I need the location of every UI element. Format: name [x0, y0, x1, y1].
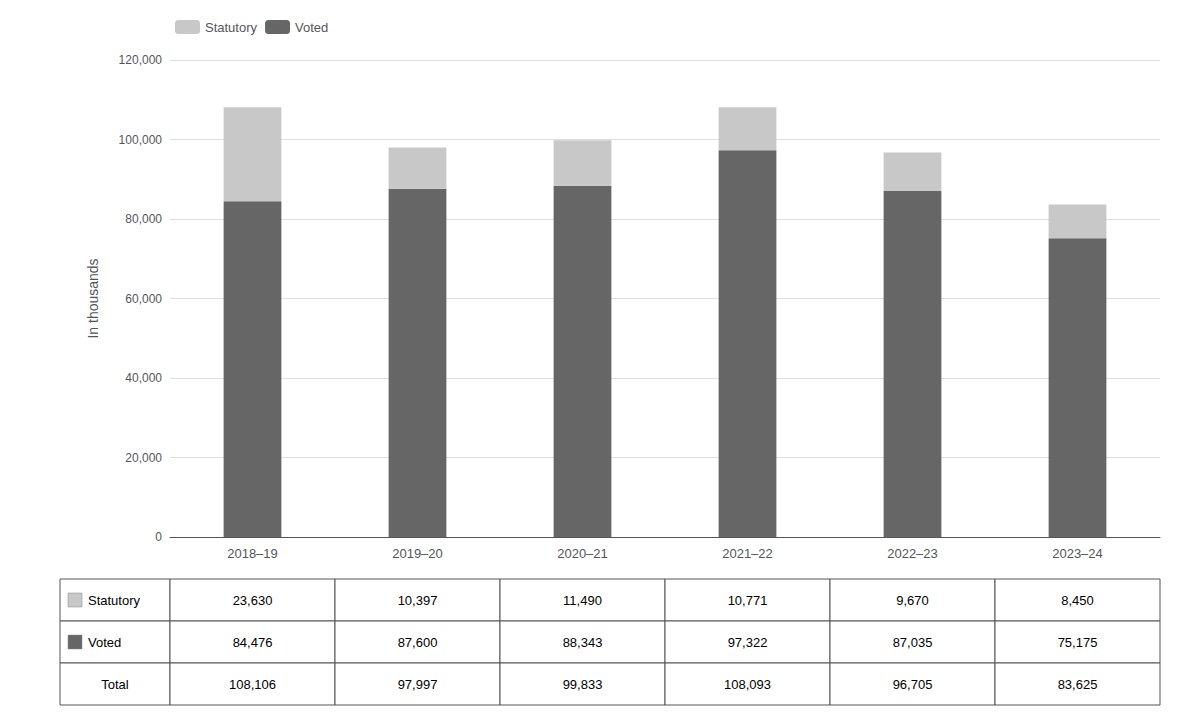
svg-text:87,035: 87,035	[893, 635, 933, 650]
svg-text:20,000: 20,000	[125, 451, 162, 465]
svg-text:Total: Total	[101, 677, 129, 692]
svg-text:2023–24: 2023–24	[1052, 546, 1103, 561]
svg-text:100,000: 100,000	[119, 133, 163, 147]
svg-text:99,833: 99,833	[563, 677, 603, 692]
svg-text:80,000: 80,000	[125, 212, 162, 226]
svg-text:2018–19: 2018–19	[227, 546, 278, 561]
svg-text:2019–20: 2019–20	[392, 546, 443, 561]
svg-text:10,397: 10,397	[398, 593, 438, 608]
svg-text:10,771: 10,771	[728, 593, 768, 608]
svg-text:11,490: 11,490	[563, 593, 602, 608]
svg-text:2020–21: 2020–21	[557, 546, 608, 561]
svg-text:88,343: 88,343	[563, 635, 603, 650]
svg-text:108,106: 108,106	[229, 677, 276, 692]
svg-text:87,600: 87,600	[398, 635, 438, 650]
svg-text:23,630: 23,630	[233, 593, 273, 608]
svg-text:8,450: 8,450	[1061, 593, 1094, 608]
svg-text:Statutory: Statutory	[205, 20, 258, 35]
svg-text:Statutory: Statutory	[88, 593, 141, 608]
svg-text:84,476: 84,476	[233, 635, 273, 650]
svg-text:96,705: 96,705	[893, 677, 933, 692]
svg-text:2021–22: 2021–22	[722, 546, 773, 561]
svg-text:0: 0	[155, 530, 162, 544]
svg-text:97,322: 97,322	[728, 635, 768, 650]
svg-text:60,000: 60,000	[125, 292, 162, 306]
svg-text:108,093: 108,093	[724, 677, 771, 692]
svg-text:97,997: 97,997	[398, 677, 438, 692]
svg-text:Voted: Voted	[295, 20, 328, 35]
svg-text:40,000: 40,000	[125, 371, 162, 385]
svg-text:In thousands: In thousands	[85, 258, 101, 338]
svg-text:75,175: 75,175	[1058, 635, 1098, 650]
svg-text:9,670: 9,670	[896, 593, 929, 608]
svg-text:120,000: 120,000	[119, 53, 163, 67]
svg-text:Voted: Voted	[88, 635, 121, 650]
svg-text:83,625: 83,625	[1058, 677, 1098, 692]
svg-text:2022–23: 2022–23	[887, 546, 938, 561]
